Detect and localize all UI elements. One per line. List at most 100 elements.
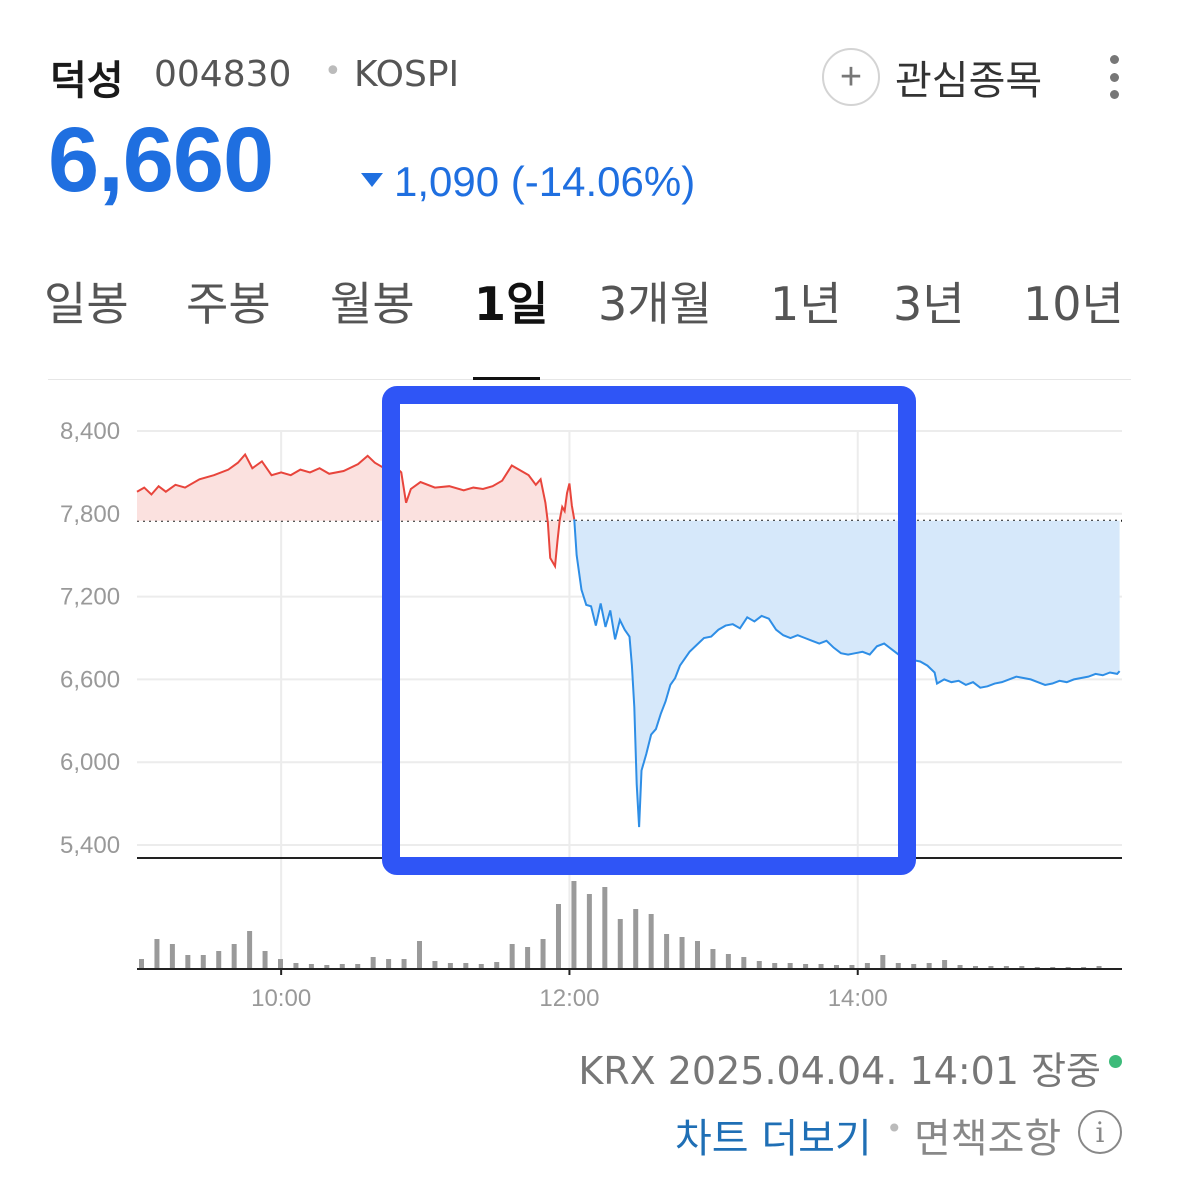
volume-bar: [864, 963, 870, 969]
price-areas: [137, 454, 1120, 828]
fall-line: [573, 519, 1121, 828]
plus-icon: +: [839, 56, 863, 98]
fall-area: [574, 519, 1120, 828]
y-tick-label: 8,400: [60, 418, 120, 445]
price-lines: [136, 452, 1121, 828]
volume-bar: [679, 937, 685, 969]
tab-10-years[interactable]: 10년: [1023, 277, 1124, 331]
volume-bar: [432, 961, 438, 969]
volume-bar: [262, 951, 268, 969]
stock-name: 덕성: [50, 58, 124, 104]
volume-bar: [833, 965, 839, 969]
volume-bar: [957, 965, 963, 969]
price-change: 1,090 (-14.06%): [394, 158, 696, 205]
highlight-overlay: [382, 386, 916, 875]
volume-bar: [988, 966, 994, 969]
volume-bar: [509, 944, 515, 969]
volume-bar: [880, 955, 886, 969]
y-tick-label: 7,200: [60, 584, 120, 611]
tab-daily-candle[interactable]: 일봉: [44, 277, 129, 331]
volume-bar: [586, 894, 592, 969]
volume-bar: [386, 959, 392, 969]
volume-bar: [416, 941, 422, 969]
volume-bar: [849, 965, 855, 969]
stock-code: 004830: [154, 54, 292, 95]
volume-bar: [324, 965, 330, 969]
x-tick-label: 14:00: [828, 985, 888, 1012]
footer-separator: •: [886, 1112, 903, 1145]
volume-bar: [370, 957, 376, 969]
x-tick-label: 10:00: [251, 985, 311, 1012]
volume-bar: [648, 914, 654, 969]
volume-bar: [911, 964, 917, 969]
volume-bar: [231, 944, 237, 969]
volume-bar: [694, 941, 700, 969]
more-chart-link[interactable]: 차트 더보기: [675, 1116, 872, 1162]
more-vertical-icon[interactable]: [1104, 55, 1124, 99]
tab-monthly-candle[interactable]: 월봉: [330, 277, 415, 331]
add-watchlist-button[interactable]: +: [822, 48, 880, 106]
disclaimer-link[interactable]: 면책조항: [914, 1116, 1062, 1162]
volume-bar: [664, 934, 670, 969]
volume-bar: [633, 909, 639, 969]
volume-bar: [617, 919, 623, 969]
volume-bar: [1003, 966, 1009, 969]
volume-bar: [787, 963, 793, 969]
separator-dot: •: [324, 54, 342, 89]
tab-3-months[interactable]: 3개월: [598, 277, 712, 331]
volume-bar: [308, 964, 314, 969]
volume-bar: [818, 964, 824, 969]
market-open-dot: [1109, 1055, 1122, 1068]
volume-bar: [972, 966, 978, 969]
volume-bar: [139, 959, 144, 969]
volume-bar: [478, 964, 484, 969]
volume-bar: [895, 963, 901, 969]
watchlist-label[interactable]: 관심종목: [895, 58, 1043, 104]
volume-bar: [447, 963, 453, 969]
volume-bar: [741, 957, 747, 969]
volume-bar: [942, 960, 948, 969]
tab-divider: [48, 379, 1131, 380]
volume-bar: [200, 955, 206, 969]
x-axis-labels: 10:00 12:00 14:00: [251, 969, 888, 1012]
volume-bar: [525, 947, 531, 969]
x-tick-label: 12:00: [539, 985, 599, 1012]
market-label: KOSPI: [354, 54, 460, 95]
current-price: 6,660: [48, 109, 274, 211]
volume-bar: [756, 961, 762, 969]
volume-bar: [710, 949, 716, 969]
volume-bar: [725, 954, 731, 969]
rise-area: [137, 454, 575, 567]
y-tick-label: 6,600: [60, 666, 120, 693]
volume-bar: [1096, 966, 1102, 969]
tab-weekly-candle[interactable]: 주봉: [186, 277, 271, 331]
volume-bar: [277, 959, 283, 969]
volume-bar: [169, 944, 175, 969]
volume-bar: [926, 963, 932, 969]
info-icon[interactable]: i: [1078, 1110, 1122, 1154]
tab-3-years[interactable]: 3년: [893, 277, 965, 331]
tab-1-day[interactable]: 1일: [474, 277, 549, 331]
volume-bar: [216, 951, 222, 969]
volume-bar: [401, 959, 407, 969]
y-tick-label: 7,800: [60, 501, 120, 528]
volume-bar: [772, 963, 778, 969]
volume-bar: [185, 955, 191, 969]
volume-bars: [137, 881, 1122, 970]
volume-bar: [339, 964, 345, 969]
volume-bar: [571, 881, 577, 969]
volume-bar: [1019, 966, 1025, 969]
tab-1-year[interactable]: 1년: [770, 277, 842, 331]
volume-bar: [247, 931, 253, 969]
active-tab-indicator: [473, 377, 540, 380]
volume-bar: [540, 939, 546, 969]
intraday-chart[interactable]: 8,400 7,800 7,200 6,600 6,000 5,400 10:00 12:0…: [0, 380, 1179, 1020]
volume-bar: [463, 963, 469, 969]
volume-bar: [555, 904, 561, 969]
volume-bar: [355, 964, 361, 969]
rise-line: [136, 452, 576, 570]
volume-bar: [602, 887, 608, 969]
volume-bar: [803, 964, 809, 969]
y-tick-label: 6,000: [60, 749, 120, 776]
volume-bar: [293, 963, 299, 969]
